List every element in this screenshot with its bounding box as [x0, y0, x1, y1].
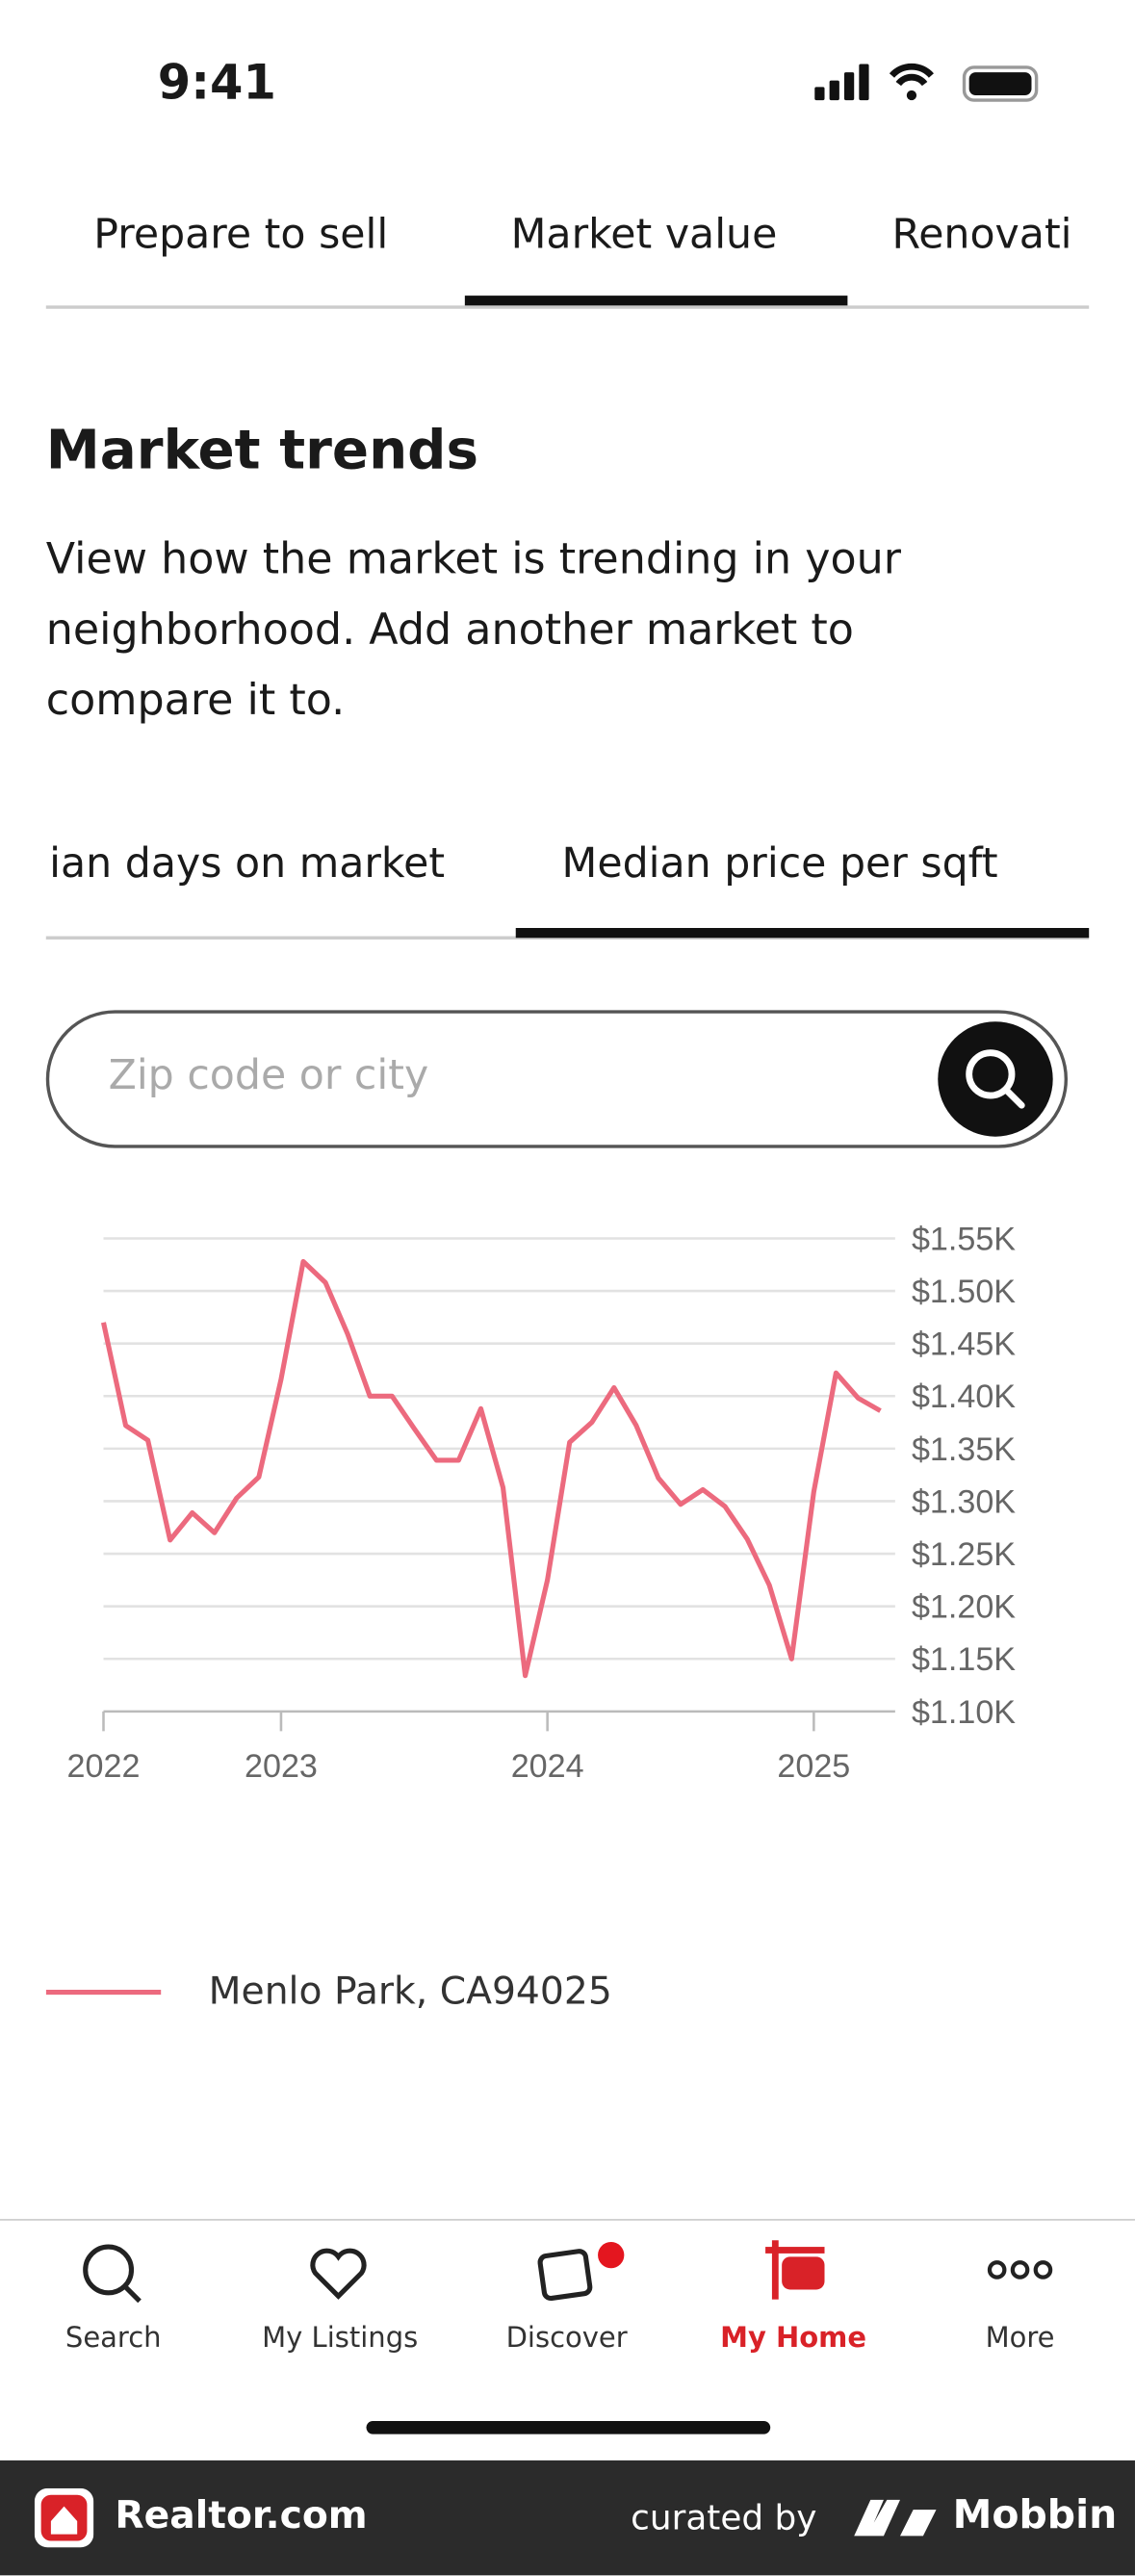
status-time: 9:41: [157, 54, 276, 111]
y-tick-label: $1.45K: [912, 1327, 1016, 1363]
mobbin-logo: [854, 2499, 937, 2537]
nav-item[interactable]: My Listings: [262, 2322, 419, 2356]
nav-rule: [0, 2219, 1135, 2221]
section-description: View how the market is trending in your …: [45, 535, 901, 727]
tab-rule: [45, 305, 1090, 309]
home-indicator: [366, 2420, 771, 2434]
tab-rule: [45, 936, 1090, 940]
search-placeholder: Zip code or city: [108, 1050, 429, 1099]
tab-indicator: [464, 296, 848, 306]
legend-swatch: [45, 1990, 162, 1996]
tab-indicator: [515, 928, 1090, 939]
tab-active[interactable]: Market value: [510, 210, 778, 258]
nav-item-active[interactable]: My Home: [720, 2322, 867, 2356]
y-tick-label: $1.15K: [912, 1641, 1016, 1678]
nav-item[interactable]: More: [985, 2322, 1055, 2356]
y-tick-label: $1.20K: [912, 1589, 1016, 1626]
y-tick-label: $1.35K: [912, 1431, 1016, 1468]
brand-name: Realtor.com: [115, 2494, 368, 2538]
metric-tab[interactable]: ian days on market: [49, 838, 446, 888]
y-tick-label: $1.40K: [912, 1378, 1016, 1415]
x-tick-label: 2023: [245, 1748, 318, 1785]
mobbin-name: Mobbin: [952, 2491, 1118, 2538]
search-box[interactable]: [45, 1010, 1069, 1148]
line-series: [100, 1258, 882, 1679]
x-tick-label: 2022: [67, 1748, 141, 1785]
tab[interactable]: Renovati: [891, 210, 1072, 258]
nav-item[interactable]: Search: [64, 2322, 162, 2356]
tab[interactable]: Prepare to sell: [93, 210, 389, 258]
y-tick-label: $1.25K: [912, 1536, 1016, 1573]
curated-by: curated by: [631, 2498, 817, 2538]
chart: $1.10K $1.15K $1.20K $1.25K $1.30K $1.35K $1.4…: [67, 1221, 1017, 1785]
nav-icons: [83, 2240, 1053, 2304]
footer: [0, 2460, 1135, 2576]
legend-label: Menlo Park, CA94025: [208, 1971, 612, 2014]
section-title: Market trends: [45, 417, 478, 481]
x-tick-label: 2025: [777, 1748, 850, 1785]
y-tick-label: $1.55K: [912, 1221, 1016, 1257]
y-tick-label: $1.10K: [912, 1694, 1016, 1731]
status-icons: [814, 63, 1039, 102]
nav-item[interactable]: Discover: [505, 2322, 628, 2356]
metric-tab-active[interactable]: Median price per sqft: [561, 838, 998, 888]
y-tick-label: $1.30K: [912, 1483, 1016, 1520]
y-tick-label: $1.50K: [912, 1274, 1016, 1310]
brand-logo: [34, 2487, 94, 2548]
x-tick-label: 2024: [511, 1748, 584, 1785]
search-button[interactable]: [937, 1020, 1055, 1139]
